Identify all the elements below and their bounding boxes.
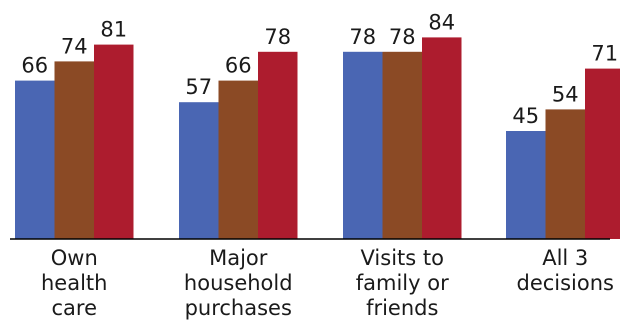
category-label-0-line-0: Own bbox=[51, 246, 98, 270]
category-label-1-line-1: household bbox=[184, 271, 293, 295]
bar-3-0 bbox=[506, 131, 546, 239]
value-label-0-1: 74 bbox=[61, 34, 88, 58]
bar-2-0 bbox=[343, 51, 383, 239]
category-label-2-line-2: friends bbox=[366, 296, 438, 320]
bar-3-2 bbox=[585, 68, 620, 239]
bar-3-1 bbox=[545, 109, 585, 240]
bar-0-1 bbox=[54, 61, 94, 240]
bar-0-0 bbox=[15, 80, 55, 239]
bar-1-0 bbox=[179, 102, 219, 239]
category-label-0-line-2: care bbox=[51, 296, 97, 320]
value-label-0-0: 66 bbox=[21, 54, 48, 78]
value-label-1-1: 66 bbox=[225, 54, 252, 78]
bars-layer bbox=[15, 37, 620, 240]
value-label-1-0: 57 bbox=[185, 75, 212, 99]
bar-0-2 bbox=[94, 44, 134, 239]
value-label-3-2: 71 bbox=[591, 42, 618, 66]
value-labels-layer: 66 74 81 57 66 78 78 78 84 45 54 71 bbox=[21, 10, 618, 128]
category-label-2-line-0: Visits to bbox=[361, 246, 444, 270]
category-label-0-line-1: health bbox=[41, 271, 107, 295]
value-label-2-0: 78 bbox=[349, 25, 376, 49]
value-label-2-1: 78 bbox=[389, 25, 416, 49]
value-label-0-2: 81 bbox=[100, 18, 127, 42]
category-label-3-line-0: All 3 bbox=[542, 246, 588, 270]
category-label-2-line-1: family or bbox=[356, 271, 449, 295]
category-label-1-line-2: purchases bbox=[185, 296, 292, 320]
value-label-3-1: 54 bbox=[552, 82, 579, 106]
category-label-3-line-1: decisions bbox=[516, 271, 614, 295]
value-label-1-2: 78 bbox=[264, 25, 291, 49]
category-label-1-line-0: Major bbox=[209, 246, 268, 270]
value-label-3-0: 45 bbox=[512, 104, 539, 128]
bar-2-2 bbox=[422, 37, 462, 240]
bar-2-1 bbox=[382, 51, 422, 239]
bar-1-2 bbox=[258, 51, 298, 239]
bar-1-1 bbox=[218, 80, 258, 239]
value-label-2-2: 84 bbox=[428, 10, 455, 34]
